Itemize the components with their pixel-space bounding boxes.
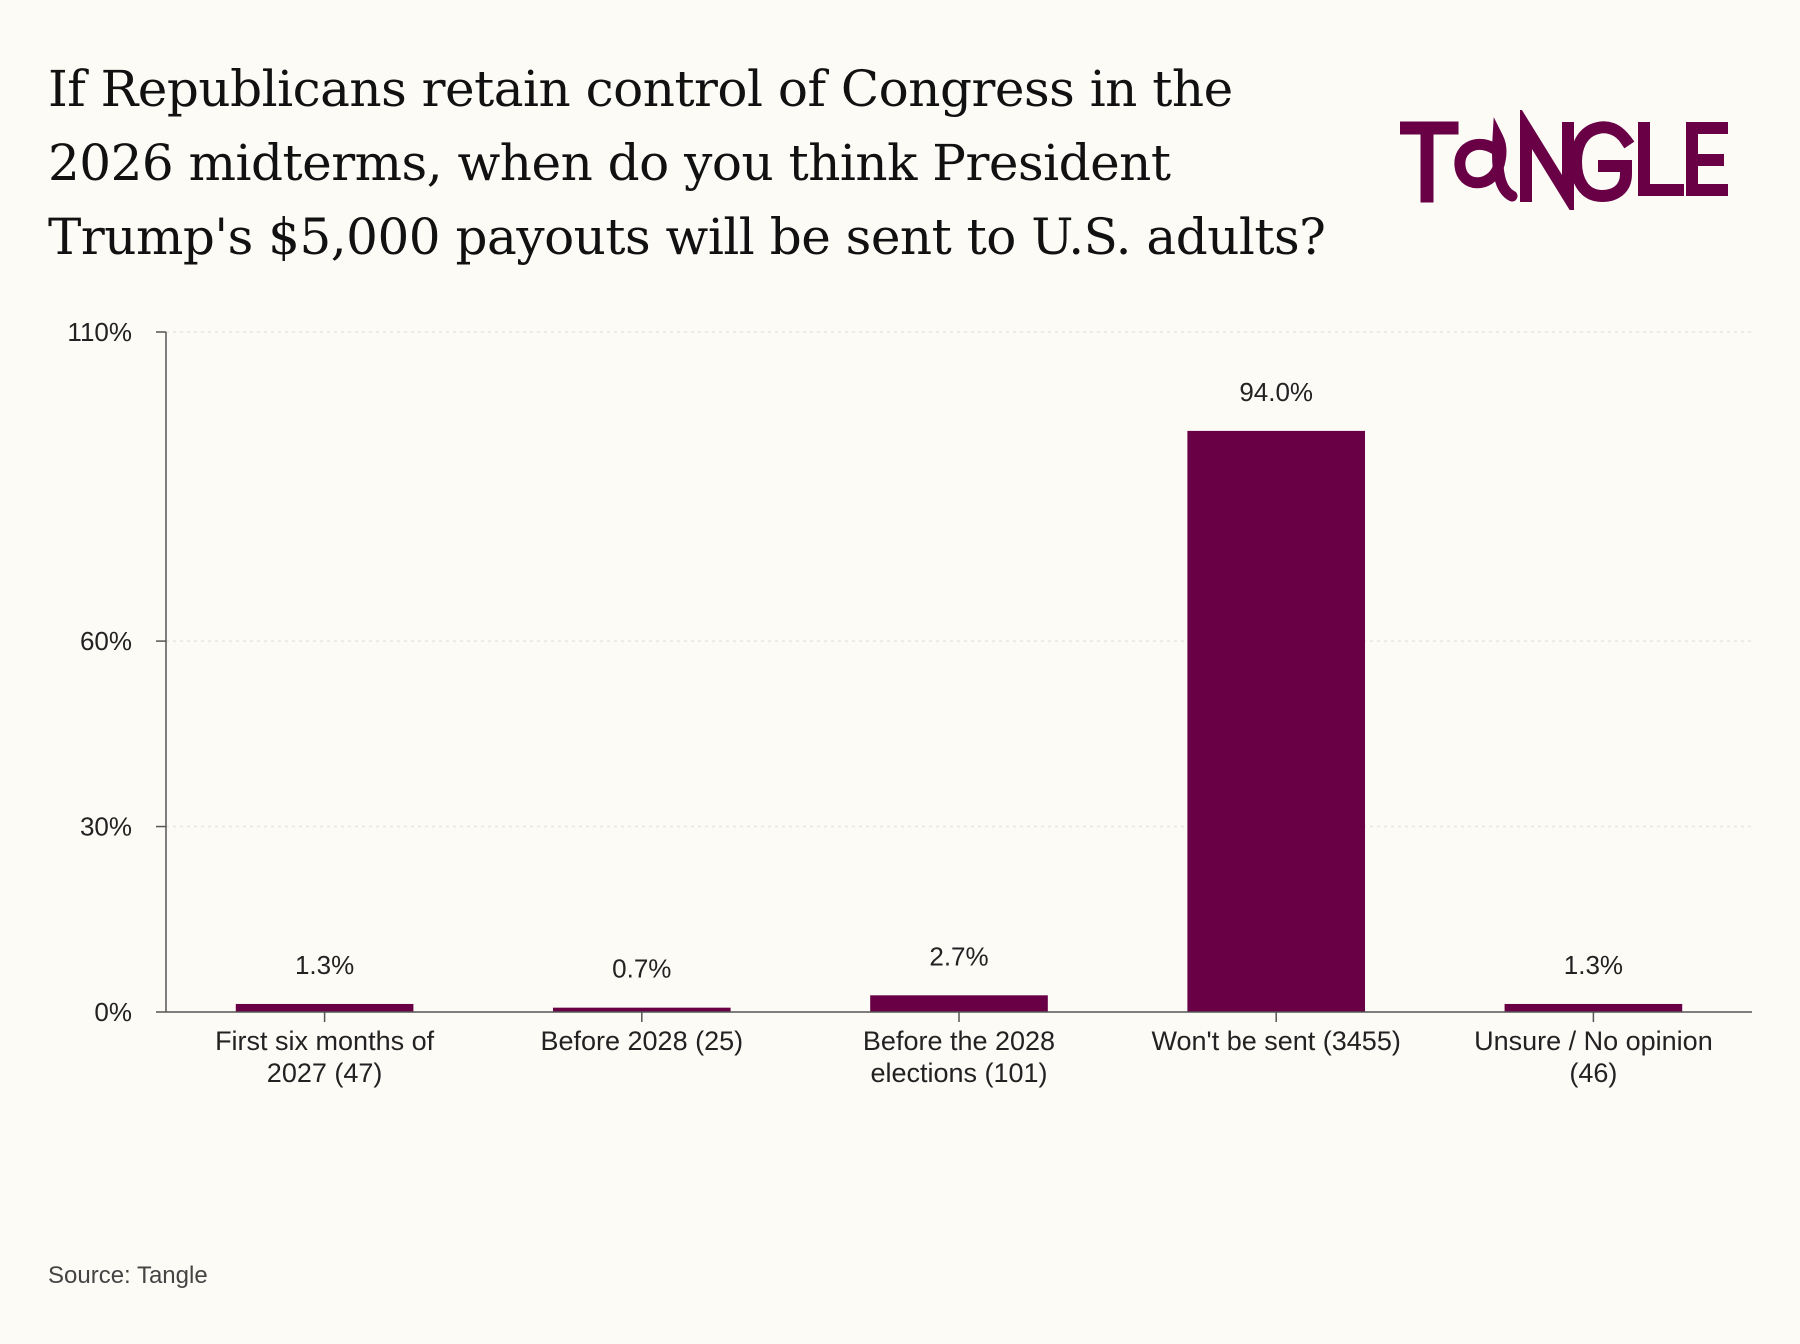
- x-category-label: elections (101): [870, 1058, 1047, 1088]
- logo-letter-e: [1686, 122, 1728, 196]
- x-category-label: First six months of: [215, 1026, 435, 1056]
- bar-value-label: 0.7%: [612, 954, 671, 984]
- source-note: Source: Tangle: [48, 1262, 208, 1289]
- chart-title: If Republicans retain control of Congres…: [48, 60, 1326, 266]
- x-category-label: Before 2028 (25): [540, 1026, 743, 1056]
- bar-value-label: 2.7%: [929, 941, 988, 971]
- logo-letter-a: [1454, 117, 1518, 202]
- bar: [870, 995, 1048, 1012]
- logo-letter-l: [1638, 122, 1684, 196]
- y-tick-label: 110%: [67, 317, 132, 347]
- x-category-label: Before the 2028: [863, 1026, 1055, 1056]
- y-tick-label: 30%: [80, 812, 132, 842]
- bar-value-label: 1.3%: [1564, 950, 1623, 980]
- logo-letter-t: [1400, 121, 1459, 203]
- x-category-label: Won't be sent (3455): [1152, 1026, 1401, 1056]
- bar: [235, 1003, 414, 1012]
- x-category-label: 2027 (47): [267, 1058, 383, 1088]
- x-category-label: (46): [1569, 1058, 1617, 1088]
- logo-letter-g: [1569, 121, 1635, 203]
- logo-letter-n: [1520, 110, 1574, 210]
- x-category-label: Unsure / No opinion: [1474, 1026, 1713, 1056]
- bar: [552, 1007, 731, 1012]
- y-tick-label: 60%: [80, 626, 132, 656]
- bar-value-label: 1.3%: [295, 950, 354, 980]
- tangle-logo: [1400, 110, 1728, 210]
- bar: [1187, 430, 1366, 1013]
- y-tick-label: 0%: [94, 997, 132, 1027]
- bar-value-label: 94.0%: [1239, 377, 1313, 407]
- bar: [1504, 1003, 1683, 1012]
